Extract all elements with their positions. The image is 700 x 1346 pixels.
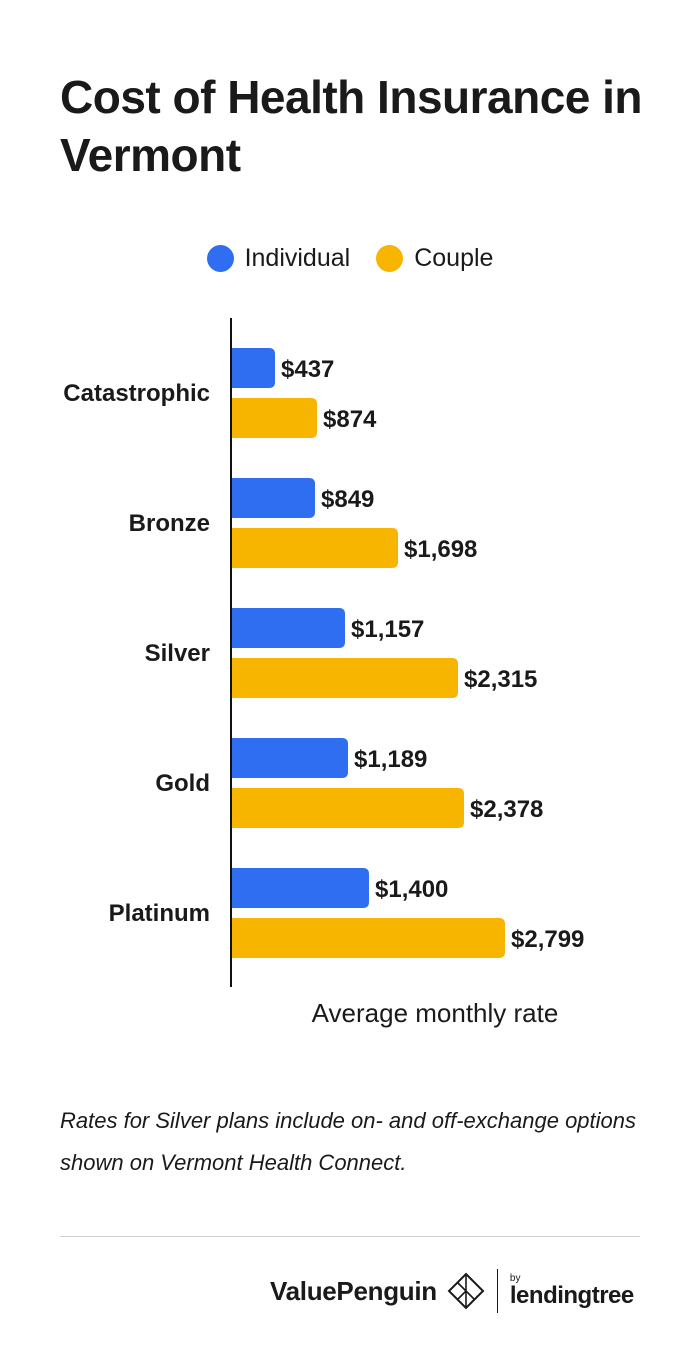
category-label: Catastrophic [63, 380, 210, 407]
data-label: $437 [281, 356, 334, 383]
footnote: Rates for Silver plans include on- and o… [60, 1108, 637, 1175]
lendingtree-logo: by lendingtree [510, 1274, 634, 1308]
legend-item-individual: Individual [206, 244, 351, 273]
bar-individual-platinum [232, 868, 369, 908]
bar-individual-gold [232, 738, 348, 778]
bar-couple-bronze [232, 528, 398, 568]
valuepenguin-diamond-icon [447, 1272, 485, 1310]
bar-couple-platinum [232, 918, 505, 958]
bar-individual-catastrophic [232, 348, 275, 388]
bar-individual-silver [232, 608, 345, 648]
legend-item-couple: Couple [376, 244, 493, 273]
footer-divider [60, 1236, 640, 1237]
legend-swatch-individual [206, 245, 234, 272]
data-label: $2,315 [464, 666, 537, 693]
data-label: $849 [321, 486, 374, 513]
data-label: $1,189 [354, 746, 427, 773]
data-label: $2,378 [470, 796, 543, 823]
page-title: Cost of Health Insurance in Vermont [60, 71, 643, 181]
data-label: $2,799 [511, 926, 584, 953]
legend-swatch-couple [376, 245, 404, 272]
lendingtree-by-text: by [509, 1273, 521, 1284]
data-label: $1,157 [351, 616, 424, 643]
x-axis-label: Average monthly rate [311, 998, 559, 1028]
bar-couple-gold [232, 788, 464, 828]
category-label: Silver [145, 640, 210, 667]
category-label: Platinum [109, 900, 210, 927]
category-label: Gold [155, 770, 210, 797]
data-label: $1,698 [404, 536, 477, 563]
bar-individual-bronze [232, 478, 315, 518]
legend-label-individual: Individual [244, 244, 351, 272]
footer-separator [496, 1269, 498, 1313]
data-label: $1,400 [375, 876, 448, 903]
legend-label-couple: Couple [414, 244, 494, 272]
data-label: $874 [323, 406, 377, 433]
bar-chart: Catastrophic $437 $874 Bronze $849 $1,698 Silv… [63, 318, 584, 987]
valuepenguin-logo-text: ValuePenguin [270, 1275, 437, 1306]
footer-branding: ValuePenguin by lendingtree [270, 1266, 634, 1316]
category-label: Bronze [129, 510, 210, 537]
bar-couple-catastrophic [232, 398, 317, 438]
bar-couple-silver [232, 658, 458, 698]
lendingtree-name-text: lendingtree [509, 1282, 634, 1309]
chart-legend: Individual Couple [0, 244, 700, 273]
